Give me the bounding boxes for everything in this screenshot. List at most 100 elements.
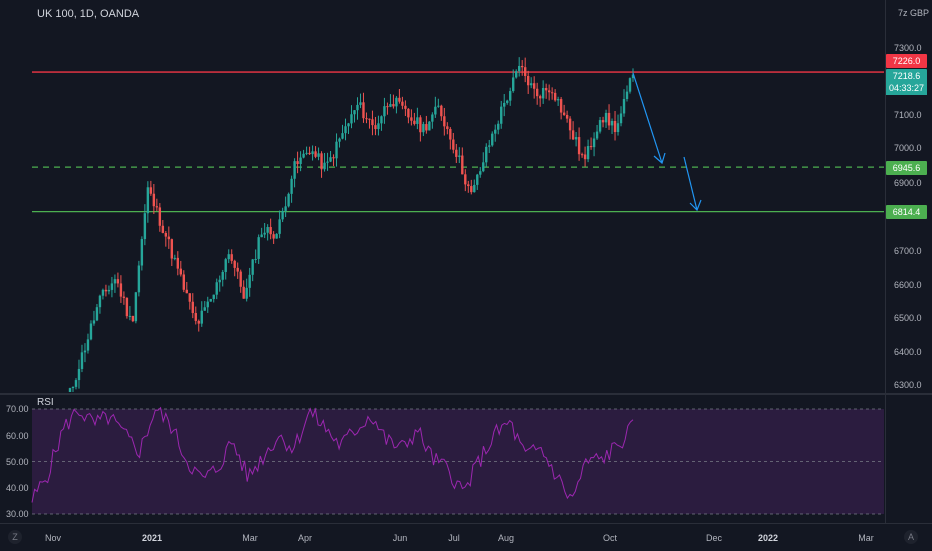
candle-body: [341, 133, 344, 139]
candle-body: [368, 118, 371, 120]
rsi-label[interactable]: RSI: [37, 397, 54, 408]
candle-body: [230, 254, 233, 261]
candle-body: [553, 92, 557, 101]
candle-body: [395, 97, 398, 107]
candle-body: [488, 145, 491, 147]
candle-body: [200, 310, 203, 324]
candle-body: [523, 67, 527, 76]
candle-body: [164, 232, 168, 237]
candle-body: [290, 178, 293, 194]
candle-body: [392, 104, 395, 107]
rsi-chart[interactable]: [0, 395, 932, 523]
candle-body: [221, 271, 224, 280]
candle-body: [194, 313, 197, 321]
time-axis[interactable]: [0, 523, 932, 551]
candle-body: [143, 213, 147, 240]
candle-body: [538, 96, 542, 99]
candle-body: [443, 116, 446, 127]
candle-body: [425, 124, 428, 131]
candle-body: [275, 233, 278, 239]
candle-body: [509, 91, 512, 101]
candle-body: [398, 97, 401, 102]
candle-body: [83, 350, 87, 353]
candle-body: [383, 106, 386, 117]
candle-body: [503, 102, 506, 107]
candle-body: [332, 157, 335, 159]
candle-body: [254, 258, 257, 260]
candle-body: [122, 296, 126, 298]
forecast-arrowhead-icon: [689, 199, 702, 212]
price-pane[interactable]: UK 100, 1D, OANDA 7z GBP 7300.0 7100.0 7…: [0, 0, 932, 393]
last-price-tag: 7218.6: [886, 69, 927, 83]
candle-body: [155, 206, 159, 208]
price-axis-border: [885, 0, 886, 393]
candle-body: [512, 77, 515, 92]
candle-body: [410, 117, 413, 121]
candle-body: [173, 257, 177, 259]
candle-body: [293, 161, 296, 179]
candle-body: [140, 239, 144, 266]
candle-body: [251, 259, 254, 275]
candle-body: [131, 315, 135, 322]
candle-body: [413, 120, 416, 124]
candlestick-chart[interactable]: [0, 0, 932, 393]
candle-body: [179, 268, 182, 275]
candle-body: [362, 102, 365, 119]
rsi-tick: 40.00: [6, 483, 29, 493]
candle-body: [434, 106, 437, 115]
candle-body: [329, 157, 332, 162]
candle-body: [125, 297, 129, 317]
candle-body: [248, 274, 251, 288]
candle-body: [191, 301, 194, 314]
candle-body: [541, 88, 545, 99]
candle-body: [299, 157, 302, 164]
candle-body: [74, 380, 78, 387]
candle-body: [68, 388, 72, 392]
candle-body: [71, 386, 75, 389]
zoom-reset-icon[interactable]: Z: [8, 530, 22, 544]
candle-body: [185, 289, 188, 294]
candle-body: [128, 315, 132, 317]
auto-scale-icon[interactable]: A: [904, 530, 918, 544]
candle-body: [619, 113, 623, 124]
candle-body: [338, 138, 341, 142]
candle-body: [607, 112, 611, 126]
candle-body: [218, 279, 221, 283]
candle-body: [437, 105, 440, 107]
pane-divider[interactable]: [0, 393, 932, 395]
time-label: Mar: [242, 533, 258, 543]
candle-body: [146, 187, 150, 214]
candle-body: [266, 227, 269, 233]
candle-body: [170, 239, 174, 259]
candle-body: [604, 112, 608, 123]
candle-body: [89, 323, 93, 340]
time-label: 2021: [141, 533, 163, 543]
candle-body: [479, 171, 482, 175]
candle-body: [556, 99, 560, 101]
candle-body: [182, 274, 185, 290]
candle-body: [422, 124, 425, 133]
candle-body: [314, 151, 317, 157]
candle-body: [212, 294, 215, 299]
candle-body: [176, 257, 180, 269]
candle-body: [137, 265, 141, 293]
bar-countdown: 04:33:27: [886, 82, 927, 95]
candle-body: [335, 141, 338, 159]
candle-body: [476, 174, 479, 185]
candle-body: [559, 99, 563, 113]
rsi-pane[interactable]: RSI 70.00 60.00 50.00 40.00 30.00: [0, 395, 932, 523]
candle-body: [113, 279, 117, 284]
candle-body: [506, 100, 509, 103]
candle-body: [592, 138, 596, 148]
candle-body: [239, 271, 242, 287]
candle-body: [167, 236, 171, 240]
candle-body: [347, 123, 350, 127]
candle-body: [586, 146, 590, 160]
candle-body: [571, 130, 575, 140]
price-tick: 6300.0: [894, 380, 922, 390]
candle-body: [482, 162, 485, 172]
candle-body: [386, 106, 389, 108]
resistance-price-tag: 7226.0: [886, 54, 927, 68]
candle-body: [326, 161, 329, 163]
currency-label[interactable]: 7z GBP: [898, 8, 929, 18]
